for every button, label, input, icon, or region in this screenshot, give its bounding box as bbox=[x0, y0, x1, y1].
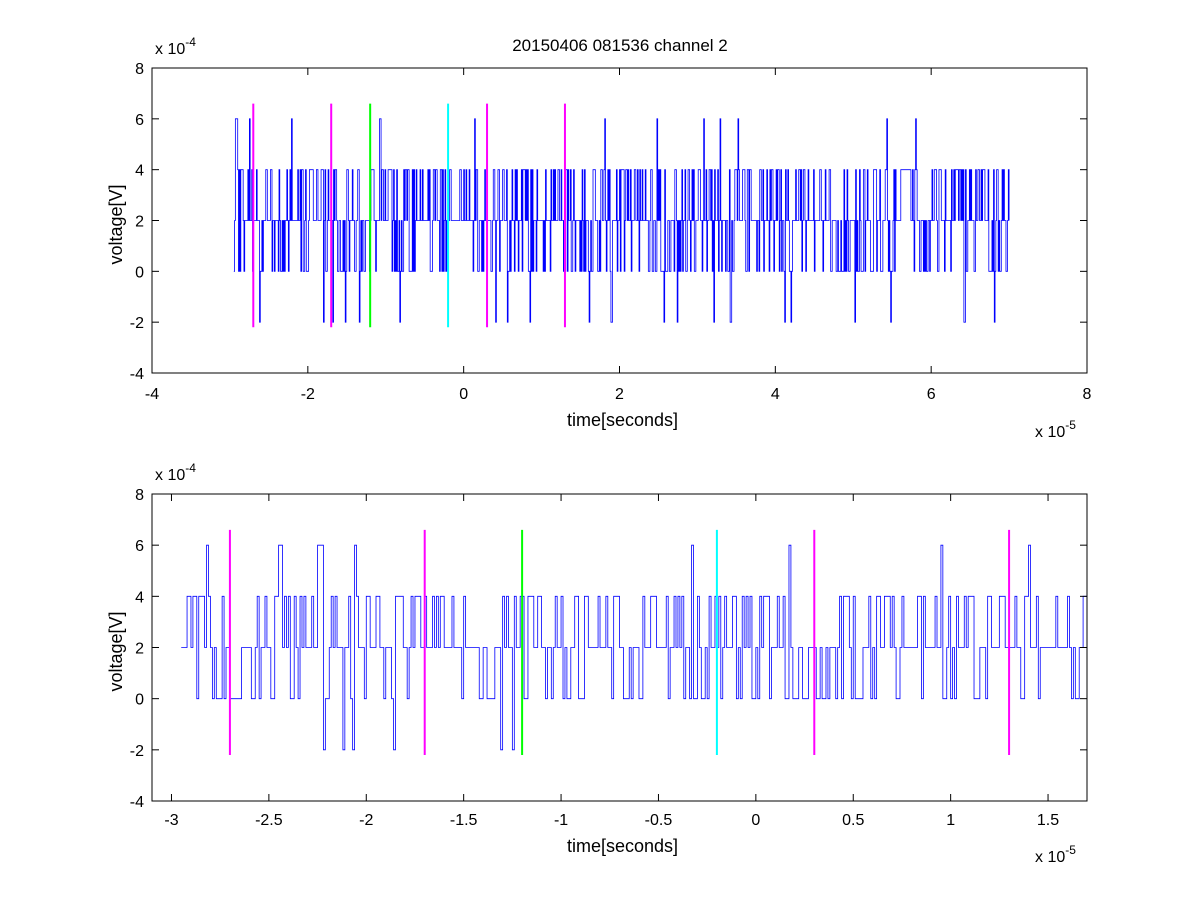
x-tick-label: 8 bbox=[1083, 386, 1092, 403]
top-subplot: -4 -2 0 2 4 6 8 -4 -2 0 2 4 6 8 time[seconds] voltage[V… bbox=[106, 35, 1092, 441]
x-tick-label: -4 bbox=[145, 386, 159, 403]
y-tick-label: -2 bbox=[130, 743, 144, 760]
y-tick-label: 8 bbox=[135, 61, 144, 78]
y-tick-label: -4 bbox=[130, 794, 144, 811]
y-tick-label: 4 bbox=[135, 163, 144, 180]
x-tick-label: -2.5 bbox=[255, 812, 283, 829]
x-tick-label: 1.5 bbox=[1037, 812, 1059, 829]
x-tick-label: -3 bbox=[164, 812, 178, 829]
x-tick-label: 0 bbox=[459, 386, 468, 403]
x-axis-label: time[seconds] bbox=[567, 836, 678, 856]
x-tick-label: 4 bbox=[771, 386, 780, 403]
bottom-subplot: -3 -2.5 -2 -1.5 -1 -0.5 0 0.5 1 1.5 -4 -2 0 2 4 6 8 time[… bbox=[106, 461, 1088, 866]
x-tick-label: 1 bbox=[946, 812, 955, 829]
y-tick-label: 2 bbox=[135, 641, 144, 658]
x-tick-label: 6 bbox=[927, 386, 936, 403]
y-axis-label: voltage[V] bbox=[106, 611, 126, 691]
y-tick-label: 0 bbox=[135, 264, 144, 281]
x-tick-label: 0.5 bbox=[842, 812, 864, 829]
voltage-trace bbox=[181, 544, 1088, 751]
y-tick-label: 8 bbox=[135, 487, 144, 504]
y-tick-label: 6 bbox=[135, 538, 144, 555]
x-axis-label: time[seconds] bbox=[567, 410, 678, 430]
y-tick-label: 0 bbox=[135, 692, 144, 709]
y-tick-label: -2 bbox=[130, 315, 144, 332]
x-tick-label: -1.5 bbox=[450, 812, 478, 829]
y-tick-label: 6 bbox=[135, 112, 144, 129]
voltage-trace bbox=[233, 118, 1010, 323]
y-tick-label: -4 bbox=[130, 366, 144, 383]
x-tick-label: -2 bbox=[301, 386, 315, 403]
y-tick-label: 4 bbox=[135, 589, 144, 606]
x-tick-label: 0 bbox=[751, 812, 760, 829]
x-tick-label: -0.5 bbox=[645, 812, 673, 829]
y-axis-label: voltage[V] bbox=[106, 184, 126, 264]
figure-title: 20150406 081536 channel 2 bbox=[512, 36, 728, 55]
x-tick-label: -1 bbox=[554, 812, 568, 829]
x-tick-label: -2 bbox=[359, 812, 373, 829]
x-tick-label: 2 bbox=[615, 386, 624, 403]
y-tick-label: 2 bbox=[135, 214, 144, 231]
